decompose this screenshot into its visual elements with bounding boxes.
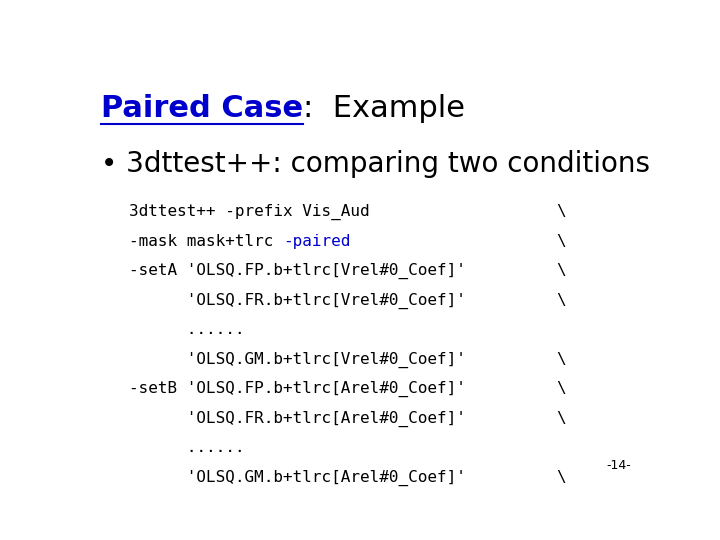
Text: Paired Case: Paired Case — [101, 94, 303, 123]
Text: \: \ — [556, 381, 565, 396]
Text: 'OLSQ.FR.b+tlrc[Arel#0_Coef]': 'OLSQ.FR.b+tlrc[Arel#0_Coef]' — [129, 411, 466, 427]
Text: \: \ — [556, 470, 565, 485]
Text: 3dttest++ -prefix Vis_Aud: 3dttest++ -prefix Vis_Aud — [129, 204, 369, 220]
Text: -14-: -14- — [606, 460, 631, 472]
Text: ......: ...... — [129, 440, 245, 455]
Text: ......: ...... — [129, 322, 245, 337]
Text: -setA 'OLSQ.FP.b+tlrc[Vrel#0_Coef]': -setA 'OLSQ.FP.b+tlrc[Vrel#0_Coef]' — [129, 263, 466, 279]
Text: 'OLSQ.GM.b+tlrc[Vrel#0_Coef]': 'OLSQ.GM.b+tlrc[Vrel#0_Coef]' — [129, 352, 466, 368]
Text: \: \ — [556, 263, 565, 278]
Text: -setB 'OLSQ.FP.b+tlrc[Arel#0_Coef]': -setB 'OLSQ.FP.b+tlrc[Arel#0_Coef]' — [129, 381, 466, 397]
Text: \: \ — [556, 411, 565, 426]
Text: -paired: -paired — [283, 234, 351, 248]
Text: \: \ — [556, 293, 565, 308]
Text: • 3dttest++: comparing two conditions: • 3dttest++: comparing two conditions — [101, 150, 650, 178]
Text: :  Example: : Example — [303, 94, 465, 123]
Text: -mask mask+tlrc: -mask mask+tlrc — [129, 234, 283, 248]
Text: \: \ — [556, 234, 565, 248]
Text: \: \ — [556, 204, 565, 219]
Text: 'OLSQ.GM.b+tlrc[Arel#0_Coef]': 'OLSQ.GM.b+tlrc[Arel#0_Coef]' — [129, 470, 466, 486]
Text: 'OLSQ.FR.b+tlrc[Vrel#0_Coef]': 'OLSQ.FR.b+tlrc[Vrel#0_Coef]' — [129, 293, 466, 309]
Text: \: \ — [556, 352, 565, 367]
